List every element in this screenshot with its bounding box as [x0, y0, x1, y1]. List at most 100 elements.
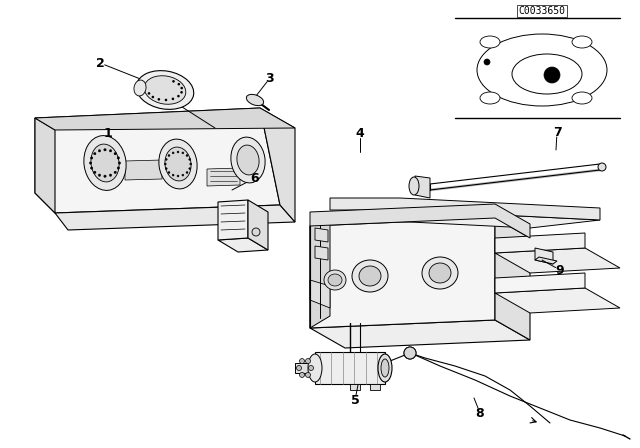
Circle shape: [172, 98, 174, 100]
Circle shape: [164, 163, 166, 165]
Circle shape: [109, 150, 112, 152]
Circle shape: [168, 172, 170, 173]
Ellipse shape: [308, 354, 322, 382]
Polygon shape: [310, 280, 330, 308]
Circle shape: [189, 163, 192, 165]
Polygon shape: [35, 108, 295, 130]
Circle shape: [182, 174, 184, 176]
Polygon shape: [35, 118, 55, 213]
Circle shape: [186, 172, 188, 173]
Circle shape: [164, 99, 167, 101]
Circle shape: [172, 174, 174, 176]
Circle shape: [165, 168, 167, 170]
Circle shape: [404, 347, 416, 359]
Circle shape: [90, 167, 93, 169]
Circle shape: [118, 162, 121, 164]
Ellipse shape: [572, 92, 592, 104]
Circle shape: [182, 152, 184, 154]
Circle shape: [172, 152, 174, 154]
Circle shape: [300, 358, 305, 364]
Circle shape: [104, 175, 106, 177]
Text: 4: 4: [356, 126, 364, 139]
Ellipse shape: [378, 354, 392, 382]
Circle shape: [90, 162, 92, 164]
Polygon shape: [495, 233, 585, 253]
Text: 5: 5: [351, 393, 360, 406]
Circle shape: [114, 152, 116, 155]
Circle shape: [189, 168, 191, 170]
Circle shape: [117, 157, 120, 159]
Polygon shape: [330, 210, 600, 228]
Circle shape: [117, 167, 120, 169]
Ellipse shape: [422, 257, 458, 289]
Polygon shape: [310, 320, 530, 348]
Circle shape: [404, 347, 416, 359]
Polygon shape: [495, 273, 585, 293]
Ellipse shape: [84, 136, 126, 190]
Polygon shape: [535, 257, 557, 264]
Ellipse shape: [480, 92, 500, 104]
Circle shape: [152, 96, 154, 98]
Ellipse shape: [159, 139, 197, 189]
Ellipse shape: [572, 36, 592, 48]
Circle shape: [308, 366, 314, 370]
Circle shape: [165, 159, 167, 160]
Circle shape: [186, 155, 188, 156]
Circle shape: [484, 59, 490, 65]
Circle shape: [177, 95, 180, 97]
Circle shape: [104, 149, 106, 151]
Text: 1: 1: [104, 126, 113, 139]
Text: 7: 7: [552, 125, 561, 138]
Polygon shape: [125, 160, 162, 180]
Text: 9: 9: [556, 263, 564, 276]
Polygon shape: [35, 108, 280, 213]
Circle shape: [90, 157, 93, 159]
Circle shape: [180, 87, 183, 89]
Circle shape: [99, 174, 100, 177]
Ellipse shape: [480, 36, 500, 48]
Polygon shape: [495, 248, 620, 273]
Circle shape: [157, 98, 160, 101]
Circle shape: [252, 228, 260, 236]
Polygon shape: [495, 218, 530, 340]
Circle shape: [544, 67, 560, 83]
Text: 8: 8: [476, 406, 484, 419]
Ellipse shape: [359, 266, 381, 286]
Circle shape: [177, 83, 180, 86]
Text: C0033650: C0033650: [518, 6, 566, 16]
Polygon shape: [310, 213, 330, 328]
Ellipse shape: [429, 263, 451, 283]
Polygon shape: [295, 363, 315, 373]
Text: 2: 2: [95, 56, 104, 69]
Ellipse shape: [352, 260, 388, 292]
Ellipse shape: [381, 359, 389, 377]
Circle shape: [168, 155, 170, 156]
Circle shape: [148, 92, 150, 95]
Polygon shape: [207, 168, 240, 186]
Circle shape: [180, 91, 183, 94]
Polygon shape: [415, 176, 430, 198]
Polygon shape: [248, 200, 268, 250]
Ellipse shape: [165, 147, 191, 181]
Circle shape: [99, 150, 100, 152]
Polygon shape: [55, 205, 295, 230]
Polygon shape: [315, 352, 385, 384]
Polygon shape: [310, 204, 530, 238]
Circle shape: [177, 151, 179, 153]
Circle shape: [172, 80, 175, 82]
Polygon shape: [260, 108, 295, 222]
Ellipse shape: [237, 145, 259, 175]
Ellipse shape: [136, 71, 194, 109]
Polygon shape: [315, 246, 328, 260]
Ellipse shape: [598, 163, 606, 171]
Ellipse shape: [134, 80, 146, 96]
Text: 3: 3: [266, 72, 275, 85]
Circle shape: [189, 159, 191, 160]
Polygon shape: [370, 384, 380, 390]
Ellipse shape: [231, 137, 265, 183]
Ellipse shape: [409, 177, 419, 195]
Ellipse shape: [324, 270, 346, 290]
Circle shape: [296, 366, 301, 370]
Polygon shape: [218, 200, 248, 240]
Ellipse shape: [144, 76, 186, 104]
